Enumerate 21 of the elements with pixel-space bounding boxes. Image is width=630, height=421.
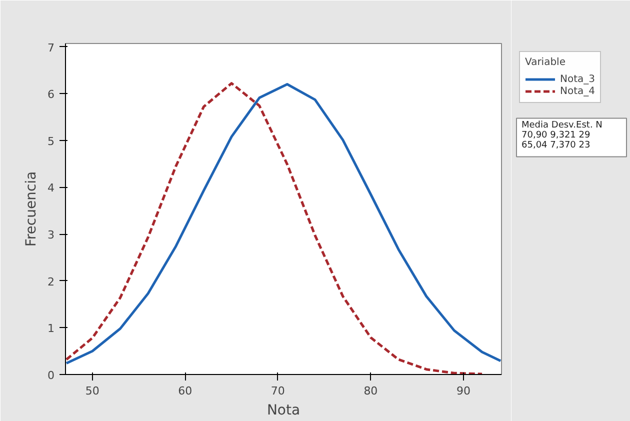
x-axis-title: Nota <box>266 402 300 418</box>
y-tick-label: 3 <box>48 228 54 242</box>
legend-label: Nota_3 <box>560 73 596 85</box>
y-tick-label: 4 <box>48 182 54 195</box>
x-tick-label: 80 <box>364 384 378 398</box>
text: 70,90 9,321 29 <box>522 130 590 140</box>
y-tick-label: 6 <box>48 88 54 102</box>
y-tick-label: 5 <box>48 134 54 148</box>
y-tick-label: 7 <box>48 41 54 54</box>
x-tick-label: 90 <box>456 384 470 398</box>
y-tick-label: 0 <box>48 369 54 382</box>
legend-title: Variable <box>525 57 566 68</box>
y-axis-title: Frecuencia <box>24 171 40 247</box>
y-tick-label: 1 <box>48 322 54 336</box>
text: Media Desv.Est. N <box>522 120 602 130</box>
text: 65,04 7,370 23 <box>522 140 590 151</box>
legend-label: Nota_4 <box>560 85 596 97</box>
y-tick-label: 2 <box>48 275 54 288</box>
x-tick-label: 70 <box>270 384 285 398</box>
x-tick-label: 50 <box>85 384 100 398</box>
x-tick-label: 60 <box>178 384 192 398</box>
